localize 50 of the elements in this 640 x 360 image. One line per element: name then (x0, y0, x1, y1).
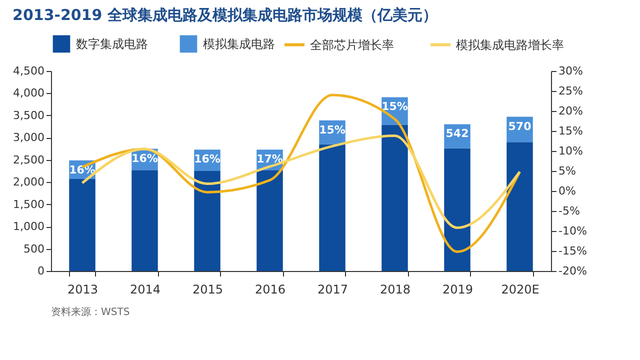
bar (132, 170, 158, 271)
x-tick-label: 2013 (67, 282, 98, 296)
y2-tick-label: 0% (558, 184, 576, 198)
x-tick-label: 2019 (442, 282, 474, 296)
y-tick-label: 3,000 (13, 131, 44, 144)
bar (382, 124, 408, 271)
data-label: 570 (508, 120, 532, 133)
x-tick-label: 2015 (192, 282, 224, 296)
y-tick-label: 1,500 (13, 198, 44, 211)
legend-label: 模拟集成电路 (203, 36, 275, 51)
y2-tick-label: -10% (558, 224, 587, 238)
y2-tick-label: -20% (558, 264, 587, 278)
legend-label: 数字集成电路 (76, 36, 148, 51)
annotation: 15% (319, 123, 346, 136)
y-tick-label: 0 (38, 264, 44, 278)
text: 资料来源：WSTS (51, 306, 130, 318)
x-tick-label: 2014 (130, 282, 161, 296)
y2-tick-label: 5% (558, 164, 576, 178)
y2-tick-label: -5% (558, 204, 580, 218)
bar (256, 170, 283, 271)
bar (69, 179, 96, 271)
bar (506, 142, 533, 271)
bar (444, 148, 470, 271)
y-tick-label: 2,000 (13, 176, 44, 189)
y-tick-label: 3,500 (13, 108, 44, 122)
data-label: 542 (446, 127, 469, 140)
y2-tick-label: -15% (558, 244, 587, 258)
y2-tick-label: 20% (558, 104, 583, 118)
chart-title: 2013-2019 全球集成电路及模拟集成电路市场规模（亿美元） (12, 6, 438, 24)
x-tick-label: 2020E (501, 282, 540, 296)
y-tick-label: 1,000 (13, 220, 44, 234)
bar (194, 171, 220, 271)
bar (319, 144, 346, 271)
y2-tick-label: 15% (558, 124, 583, 138)
annotation: 17% (256, 152, 283, 166)
y2-tick-label: 25% (558, 84, 583, 98)
annotation: 15% (382, 100, 408, 114)
y2-tick-label: 30% (558, 64, 583, 78)
legend-label: 模拟集成电路增长率 (456, 38, 564, 52)
legend-label: 全部芯片增长率 (310, 38, 394, 52)
y-tick-label: 4,000 (13, 86, 44, 100)
x-tick-label: 2016 (254, 282, 286, 296)
annotation: 16% (194, 152, 220, 166)
y-tick-label: 500 (24, 242, 44, 256)
y-tick-label: 4,500 (13, 64, 44, 78)
y2-tick-label: 10% (558, 144, 583, 158)
annotation: 16% (132, 152, 158, 165)
y-tick-label: 2,500 (13, 153, 44, 166)
x-tick-label: 2017 (317, 282, 348, 296)
x-tick-label: 2018 (380, 282, 411, 296)
